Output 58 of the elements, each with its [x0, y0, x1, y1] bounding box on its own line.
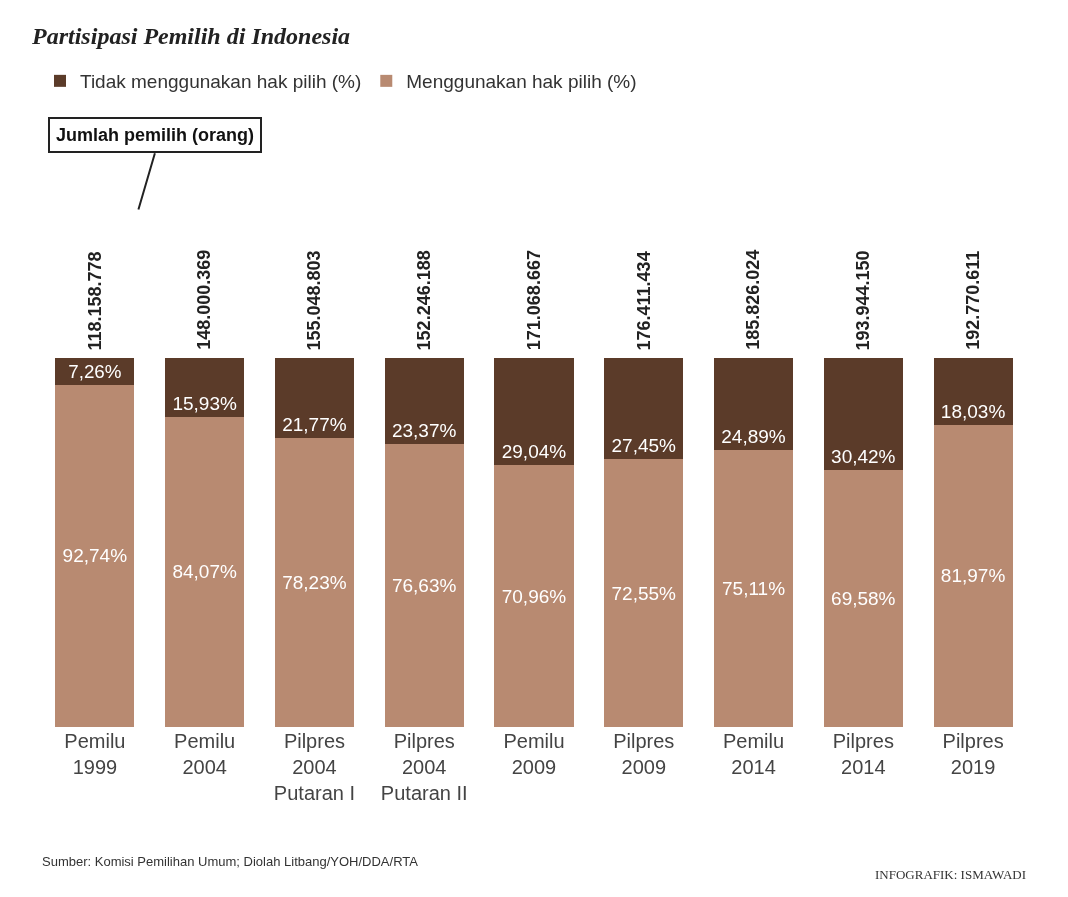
x-tick-label: Pilpres 2019: [942, 730, 1004, 778]
data-label: 92,74%: [62, 545, 128, 567]
bar: [714, 449, 794, 727]
bar: [933, 424, 1013, 727]
bar: [165, 358, 245, 417]
x-tick-label: Pemilu 2009: [503, 730, 565, 778]
bar: [274, 358, 354, 439]
data-label: 15,93%: [172, 392, 237, 414]
data-label: 29,04%: [501, 441, 567, 463]
annotation: Jumlah pemilih (orang): [56, 125, 255, 145]
bar: [384, 358, 464, 445]
x-tick-label: Pilpres 2014: [832, 730, 894, 778]
annotation: 185.826.024: [743, 249, 764, 350]
bar: [494, 465, 574, 727]
bar: [165, 416, 245, 727]
bar: [55, 384, 135, 727]
x-tick-label: Pilpres 2009: [613, 730, 675, 778]
bar: [604, 459, 684, 727]
data-label: 21,77%: [282, 414, 347, 436]
x-tick-label: Pilpres 2004 Putaran I: [273, 730, 356, 804]
bar: [604, 358, 684, 460]
data-label: 81,97%: [940, 565, 1006, 587]
x-tick-label: Pemilu 2014: [722, 730, 785, 778]
x-tick-label: Pemilu 1999: [64, 730, 126, 778]
bar: [823, 358, 903, 471]
data-label: 27,45%: [611, 435, 677, 457]
data-label: 24,89%: [721, 425, 786, 447]
legend-label: Tidak menggunakan hak pilih (%): [80, 71, 362, 93]
data-label: 78,23%: [282, 572, 347, 594]
annotation: 152.246.188: [414, 250, 435, 351]
data-label: 72,55%: [611, 582, 677, 604]
annotation: 192.770.611: [963, 250, 984, 350]
annotation: 148.000.369: [194, 249, 215, 350]
bar: [714, 358, 794, 450]
data-label: 18,03%: [940, 400, 1006, 422]
annotation: 193.944.150: [853, 250, 874, 351]
x-tick-label: Pemilu 2004: [174, 730, 236, 778]
data-label: 76,63%: [391, 575, 457, 597]
annotation: 171.068.667: [523, 250, 544, 351]
bar: [274, 438, 354, 727]
chart-title: Partisipasi Pemilih di Indonesia: [31, 22, 351, 49]
annotation: 155.048.803: [304, 250, 325, 351]
data-label: 23,37%: [391, 420, 457, 442]
annotation: 176.411.434: [634, 251, 655, 351]
data-label: 7,26%: [68, 360, 122, 382]
data-label: 69,58%: [831, 588, 896, 610]
bar: [933, 358, 1013, 425]
data-label: 84,07%: [172, 561, 237, 583]
data-label: 30,42%: [831, 446, 896, 468]
bar: [823, 470, 903, 727]
legend-label: Menggunakan hak pilih (%): [406, 71, 637, 93]
bar: [384, 444, 464, 727]
x-tick-label: Pilpres 2004 Putaran II: [380, 730, 468, 804]
data-label: 75,11%: [721, 577, 786, 599]
text: Sumber: Komisi Pemilihan Umum; Diolah Litbang/YOH/DDA/RTA: [42, 854, 419, 869]
bar: [494, 358, 574, 466]
data-label: 70,96%: [501, 585, 567, 607]
text: INFOGRAFIK: ISMAWADI: [875, 867, 1026, 882]
